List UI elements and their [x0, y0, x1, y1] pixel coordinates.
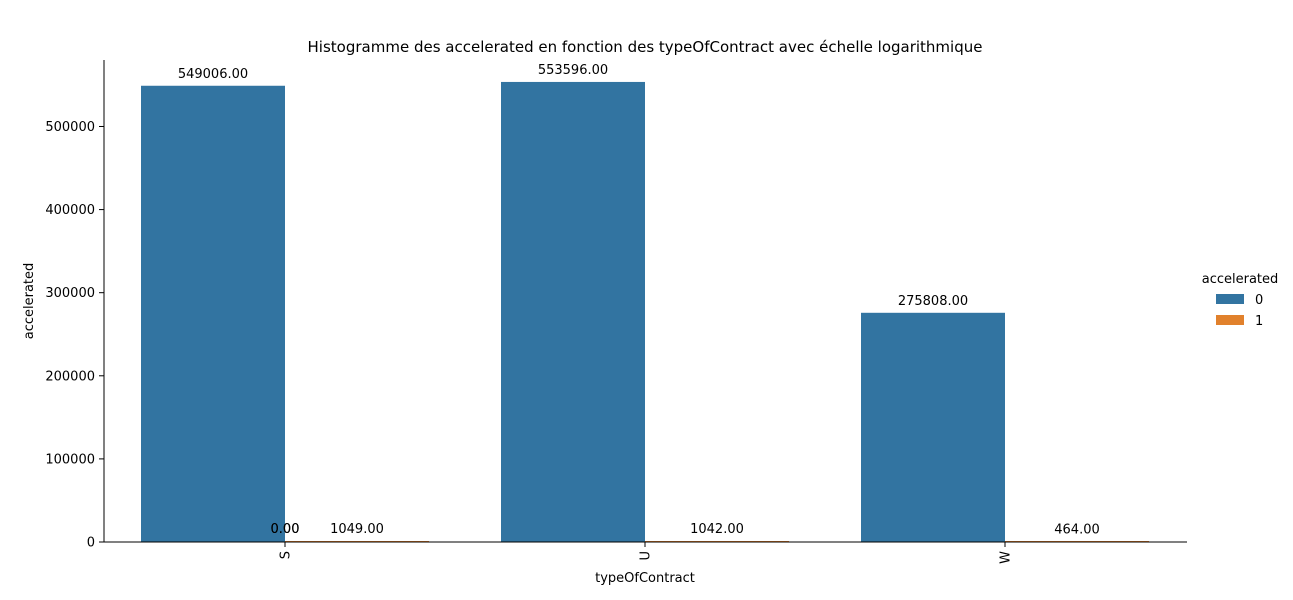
y-tick-label: 100000 — [45, 452, 95, 467]
bar-value-label: 553596.00 — [538, 63, 608, 78]
y-tick-label: 0 — [87, 536, 95, 551]
bar-value-label: 464.00 — [1054, 523, 1100, 538]
extra-value-label: 0.00 — [271, 522, 300, 537]
bar-value-label: 1042.00 — [690, 522, 744, 537]
legend-label: 0 — [1255, 293, 1263, 308]
x-tick-label: U — [639, 551, 654, 561]
bars-group — [141, 81, 1149, 543]
bar-labels-group: 549006.00 1049.00 553596.00 1042.00 275808.0… — [178, 63, 1100, 538]
extra-value-label: 0.00 — [271, 522, 300, 537]
y-axis-label: accelerated — [22, 263, 37, 340]
y-tick-label: 300000 — [45, 286, 95, 301]
legend-swatch-1 — [1216, 315, 1244, 325]
legend-swatch-0 — [1216, 294, 1244, 304]
bar-value-label: 275808.00 — [898, 294, 968, 309]
legend: accelerated 0 1 — [1202, 272, 1279, 329]
chart-title: Histogramme des accelerated en fonction … — [308, 38, 983, 56]
x-axis-label: typeOfContract — [595, 571, 695, 586]
x-tick-label: S — [279, 551, 294, 559]
y-tick-label: 200000 — [45, 369, 95, 384]
bar-U-series-0 — [501, 81, 645, 543]
y-tick-label: 400000 — [45, 203, 95, 218]
x-tick-label: W — [999, 551, 1014, 564]
legend-title: accelerated — [1202, 272, 1279, 287]
bar-S-series-0 — [141, 85, 285, 542]
bar-value-label: 549006.00 — [178, 67, 248, 82]
bar-value-label: 1049.00 — [330, 522, 384, 537]
legend-label: 1 — [1255, 314, 1263, 329]
bar-W-series-0 — [861, 312, 1005, 542]
axes-group: 0 100000 200000 300000 400000 500000 S U W — [45, 60, 1187, 564]
y-tick-label: 500000 — [45, 120, 95, 135]
